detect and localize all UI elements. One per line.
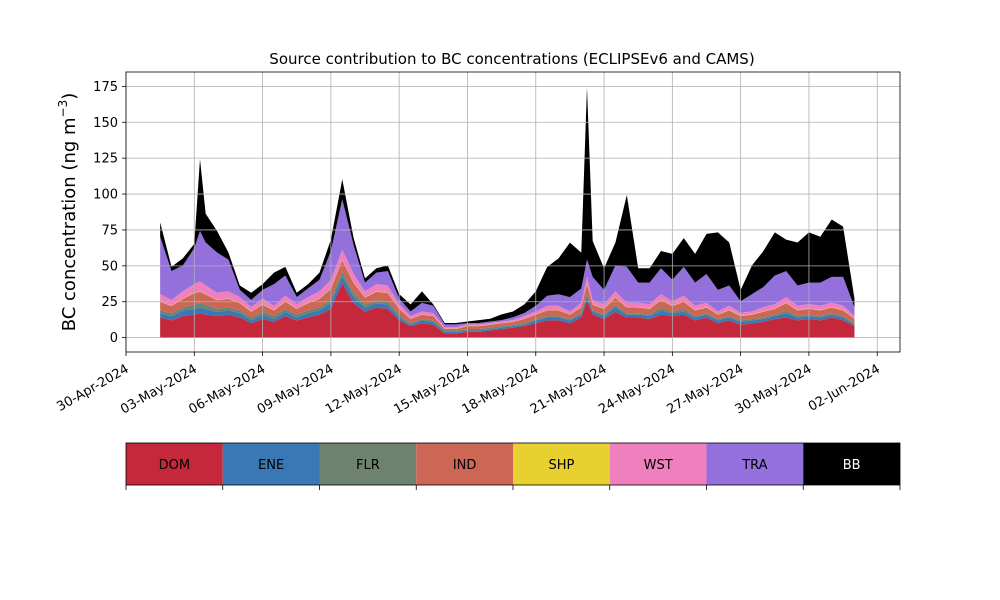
x-tick-label: 18-May-2024	[460, 362, 542, 418]
legend-swatch-dom	[126, 443, 223, 485]
legend-swatch-shp	[513, 443, 610, 485]
legend-label: TRA	[741, 458, 767, 473]
x-tick-label: 12-May-2024	[323, 362, 405, 418]
y-tick-label: 0	[110, 331, 118, 346]
y-axis-label: BC concentration (ng m−3)	[56, 93, 80, 332]
x-tick-label: 15-May-2024	[391, 362, 473, 418]
x-tick-label: 24-May-2024	[596, 362, 678, 418]
x-tick-label: 03-May-2024	[118, 362, 200, 418]
series-area-bb	[160, 87, 855, 325]
legend-swatch-bb	[803, 443, 900, 485]
y-tick-label: 50	[101, 259, 118, 274]
y-tick-label: 25	[101, 295, 118, 310]
series-area-dom	[160, 283, 855, 338]
y-tick-label: 75	[101, 223, 118, 238]
y-tick-label: 100	[93, 188, 118, 203]
legend-label: IND	[453, 458, 477, 473]
y-tick-label: 125	[93, 152, 118, 167]
legend-label: BB	[843, 458, 861, 473]
x-tick-label: 09-May-2024	[255, 362, 337, 418]
x-tick-label: 02-Jun-2024	[806, 362, 883, 415]
legend-label: FLR	[356, 458, 380, 473]
x-tick-label: 30-May-2024	[733, 362, 815, 418]
legend-swatch-flr	[319, 443, 417, 485]
plot-frame	[125, 71, 901, 353]
legend-swatch-ene	[222, 443, 320, 485]
legend-colorbar: DOM ENE FLR IND SHP WST TRA BB	[125, 442, 901, 490]
legend-label: DOM	[159, 458, 190, 473]
x-tick-label: 27-May-2024	[665, 362, 747, 418]
y-tick-label: 150	[93, 116, 118, 131]
x-tick-label: 06-May-2024	[186, 362, 268, 418]
plot-area: 025507510012515017530-Apr-202403-May-202…	[54, 71, 901, 418]
chart-title: Source contribution to BC concentrations…	[269, 50, 754, 68]
legend-swatch-ind	[416, 443, 513, 485]
legend-label: ENE	[258, 458, 284, 473]
series-area-tra	[160, 199, 855, 328]
y-tick-label: 175	[93, 80, 118, 95]
legend-label: SHP	[548, 458, 574, 473]
legend-swatch-wst	[609, 443, 707, 485]
legend-label: WST	[644, 458, 673, 473]
legend-swatch-tra	[706, 443, 804, 485]
x-tick-label: 21-May-2024	[528, 362, 610, 418]
